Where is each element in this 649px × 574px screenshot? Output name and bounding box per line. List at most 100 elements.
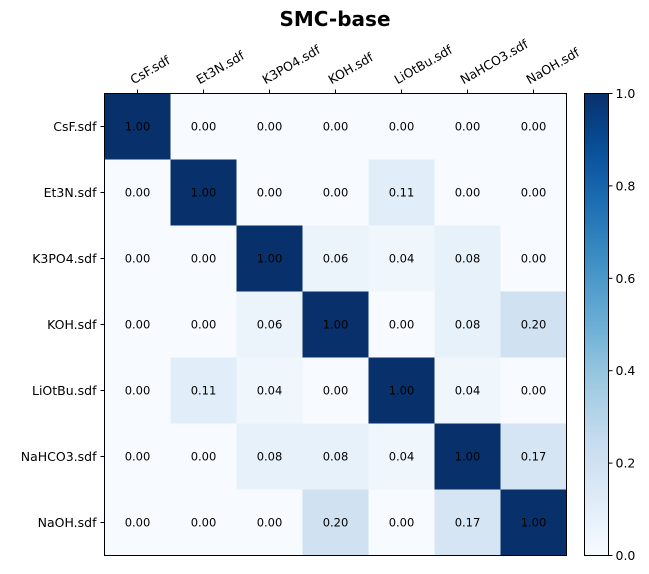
- cell-value-label: 0.00: [389, 318, 415, 332]
- cell-value-label: 0.00: [125, 186, 151, 200]
- heatmap-cell: [104, 225, 171, 292]
- cell-value-label: 0.00: [125, 318, 151, 332]
- y-tick-label: Et3N.sdf: [44, 185, 98, 200]
- heatmap-cell: [500, 489, 567, 556]
- x-tick-label: KOH.sdf: [326, 49, 377, 87]
- heatmap-cell: [500, 291, 567, 358]
- cell-value-label: 0.00: [521, 186, 547, 200]
- heatmap-cell: [434, 357, 501, 424]
- x-tick-label: Et3N.sdf: [194, 47, 248, 87]
- heatmap-cell: [104, 357, 171, 424]
- cell-value-label: 1.00: [323, 318, 349, 332]
- heatmap-cell: [434, 93, 501, 160]
- colorbar-tick-label: 0.8: [616, 178, 636, 193]
- heatmap-cell: [302, 93, 369, 160]
- heatmap-cell: [236, 489, 303, 556]
- x-tick-label: K3PO4.sdf: [260, 42, 324, 87]
- heatmap-cell: [302, 357, 369, 424]
- heatmap-cell: [368, 159, 435, 226]
- colorbar-tick-label: 0.2: [616, 456, 636, 471]
- cell-value-label: 0.00: [389, 516, 415, 530]
- cell-value-label: 0.04: [257, 384, 283, 398]
- cell-value-label: 0.00: [521, 252, 547, 266]
- y-tick-label: LiOtBu.sdf: [32, 383, 97, 398]
- plot-frame: [104, 93, 567, 556]
- cell-value-label: 0.08: [257, 450, 283, 464]
- cell-value-label: 0.00: [191, 318, 217, 332]
- x-tick-label: NaHCO3.sdf: [458, 36, 532, 87]
- cell-value-label: 0.04: [455, 384, 481, 398]
- cell-value-label: 0.00: [455, 186, 481, 200]
- heatmap-cell: [434, 159, 501, 226]
- heatmap-cell: [236, 93, 303, 160]
- heatmap-cell: [434, 291, 501, 358]
- heatmap-cells: [104, 93, 567, 556]
- cell-value-label: 0.00: [257, 516, 283, 530]
- cell-value-label: 0.00: [191, 252, 217, 266]
- heatmap-cell: [236, 159, 303, 226]
- cell-value-label: 0.08: [323, 450, 349, 464]
- heatmap-cell: [368, 291, 435, 358]
- y-tick-label: K3PO4.sdf: [32, 251, 97, 266]
- cell-value-label: 0.17: [455, 516, 481, 530]
- heatmap-cell: [104, 489, 171, 556]
- heatmap-cell: [302, 423, 369, 490]
- cell-value-label: 0.20: [521, 318, 547, 332]
- y-tick-label: NaHCO3.sdf: [21, 449, 97, 464]
- colorbar-gradient: [584, 93, 609, 556]
- heatmap-cell: [170, 489, 237, 556]
- colorbar-tick-label: 0.4: [616, 363, 636, 378]
- cell-value-label: 0.00: [323, 384, 349, 398]
- heatmap-cell: [170, 225, 237, 292]
- x-tick-label: NaOH.sdf: [524, 44, 583, 87]
- cell-value-label: 0.06: [257, 318, 283, 332]
- cell-value-label: 0.00: [521, 384, 547, 398]
- cell-value-label: 1.00: [257, 252, 283, 266]
- cell-value-label: 0.00: [323, 120, 349, 134]
- colorbar-tick-label: 0.6: [616, 271, 636, 286]
- cell-value-label: 0.00: [191, 120, 217, 134]
- cell-value-label: 0.11: [191, 384, 217, 398]
- heatmap-cell: [368, 489, 435, 556]
- heatmap-cell: [368, 93, 435, 160]
- heatmap-cell: [104, 159, 171, 226]
- cell-value-label: 0.04: [389, 450, 415, 464]
- heatmap-cell: [236, 225, 303, 292]
- heatmap-cell: [434, 225, 501, 292]
- heatmap-cell: [170, 159, 237, 226]
- cell-value-label: 0.00: [191, 516, 217, 530]
- heatmap-cell: [302, 291, 369, 358]
- heatmap-cell: [236, 357, 303, 424]
- cell-value-label: 0.00: [125, 384, 151, 398]
- x-tick-label: CsF.sdf: [128, 52, 173, 87]
- heatmap-cell: [104, 423, 171, 490]
- heatmap-cell: [302, 225, 369, 292]
- cell-value-label: 0.04: [389, 252, 415, 266]
- cell-value-label: 0.08: [455, 318, 481, 332]
- cell-value-label: 1.00: [125, 120, 151, 134]
- y-axis: CsF.sdf Et3N.sdf K3PO4.sdf KOH.sdf LiOtBu.sd…: [21, 119, 105, 530]
- y-tick-label: CsF.sdf: [53, 119, 97, 134]
- heatmap-cell: [500, 225, 567, 292]
- cell-value-label: 0.00: [191, 450, 217, 464]
- heatmap-cell: [434, 489, 501, 556]
- cell-value-label: 0.00: [455, 120, 481, 134]
- cell-value-label: 1.00: [455, 450, 481, 464]
- cell-value-label: 0.00: [521, 120, 547, 134]
- cell-value-label: 0.17: [521, 450, 547, 464]
- colorbar-tick-label: 1.0: [616, 86, 636, 101]
- cell-value-label: 0.11: [389, 186, 415, 200]
- heatmap-cell: [500, 159, 567, 226]
- heatmap-cell: [500, 357, 567, 424]
- heatmap-cell: [368, 225, 435, 292]
- heatmap-cell: [302, 489, 369, 556]
- cell-value-label: 0.00: [257, 186, 283, 200]
- heatmap-cell: [170, 423, 237, 490]
- heatmap-cell: [104, 93, 171, 160]
- y-tick-label: KOH.sdf: [47, 317, 97, 332]
- cell-value-label: 1.00: [389, 384, 415, 398]
- heatmap-cell: [500, 423, 567, 490]
- cell-value-label: 0.08: [455, 252, 481, 266]
- colorbar-frame: [584, 93, 609, 556]
- heatmap-cell: [434, 423, 501, 490]
